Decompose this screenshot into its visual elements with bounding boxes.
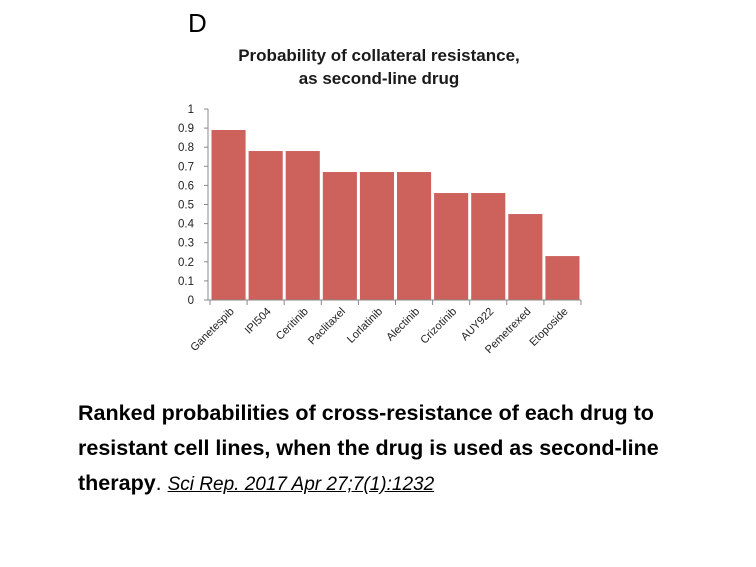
bar <box>211 130 246 300</box>
caption: Ranked probabilities of cross-resistance… <box>78 396 748 502</box>
caption-period: . <box>155 471 168 495</box>
chart-subtitle: as second-line drug <box>299 69 460 88</box>
y-tick-label: 0.4 <box>178 219 195 231</box>
x-tick-label: Lorlatinib <box>345 306 385 346</box>
y-tick-label: 0.5 <box>178 200 194 212</box>
panel-label: D <box>188 8 207 38</box>
y-tick-label: 0.6 <box>178 180 194 192</box>
bar <box>545 256 580 300</box>
bar <box>471 193 506 300</box>
caption-text: Ranked probabilities of cross-resistance… <box>78 401 659 495</box>
y-tick-label: 0.1 <box>178 276 194 288</box>
bar-chart: Probability of collateral resistance, as… <box>178 46 582 356</box>
bar <box>359 172 394 300</box>
y-tick-label: 0 <box>188 295 194 307</box>
x-tick-label: Crizotinib <box>418 306 459 347</box>
x-tick-label: Ganetespib <box>188 306 236 354</box>
bar <box>434 193 469 300</box>
y-tick-label: 0.7 <box>178 161 194 173</box>
x-tick-label: Etoposide <box>527 306 570 349</box>
y-tick-label: 0.8 <box>178 142 194 154</box>
bar <box>285 151 320 300</box>
bar <box>397 172 432 300</box>
x-tick-label: Paclitaxel <box>306 306 348 348</box>
x-tick-label: AUY922 <box>459 306 496 343</box>
y-axis: 0 0.1 0.2 0.3 0.4 0.5 0.6 0.7 0.8 0.9 1 <box>178 104 209 307</box>
x-tick-label: Alectinib <box>384 306 422 344</box>
chart-title: Probability of collateral resistance, <box>238 46 520 65</box>
bar <box>248 151 283 300</box>
x-axis: Ganetespib IPI504 CeritinibPaclitaxelLorla… <box>188 299 582 356</box>
citation-link[interactable]: Sci Rep. 2017 Apr 27;7(1):1232 <box>167 474 435 495</box>
y-tick-label: 0.2 <box>178 257 194 269</box>
bar <box>322 172 357 300</box>
bars <box>211 130 580 300</box>
y-tick-label: 1 <box>188 104 194 116</box>
x-tick-label: IPI504 <box>243 306 274 337</box>
x-tick-label: Ceritinib <box>274 306 311 343</box>
y-tick-label: 0.3 <box>178 238 194 250</box>
y-tick-label: 0.9 <box>178 123 194 135</box>
bar <box>508 214 543 300</box>
